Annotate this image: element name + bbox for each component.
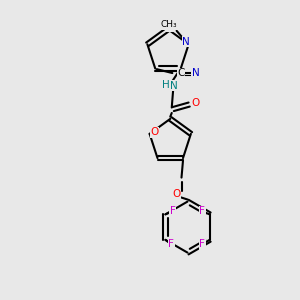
Text: O: O <box>191 98 199 108</box>
Text: F: F <box>199 239 205 249</box>
Text: O: O <box>172 189 181 199</box>
Text: N: N <box>166 21 173 31</box>
Text: H: H <box>162 80 169 90</box>
Text: C: C <box>177 68 184 78</box>
Text: CH₃: CH₃ <box>161 20 177 29</box>
Text: N: N <box>182 37 190 47</box>
Text: F: F <box>169 239 174 249</box>
Text: N: N <box>192 68 200 78</box>
Text: O: O <box>151 127 159 137</box>
Text: F: F <box>170 206 176 216</box>
Text: F: F <box>199 206 205 216</box>
Text: N: N <box>170 81 178 91</box>
